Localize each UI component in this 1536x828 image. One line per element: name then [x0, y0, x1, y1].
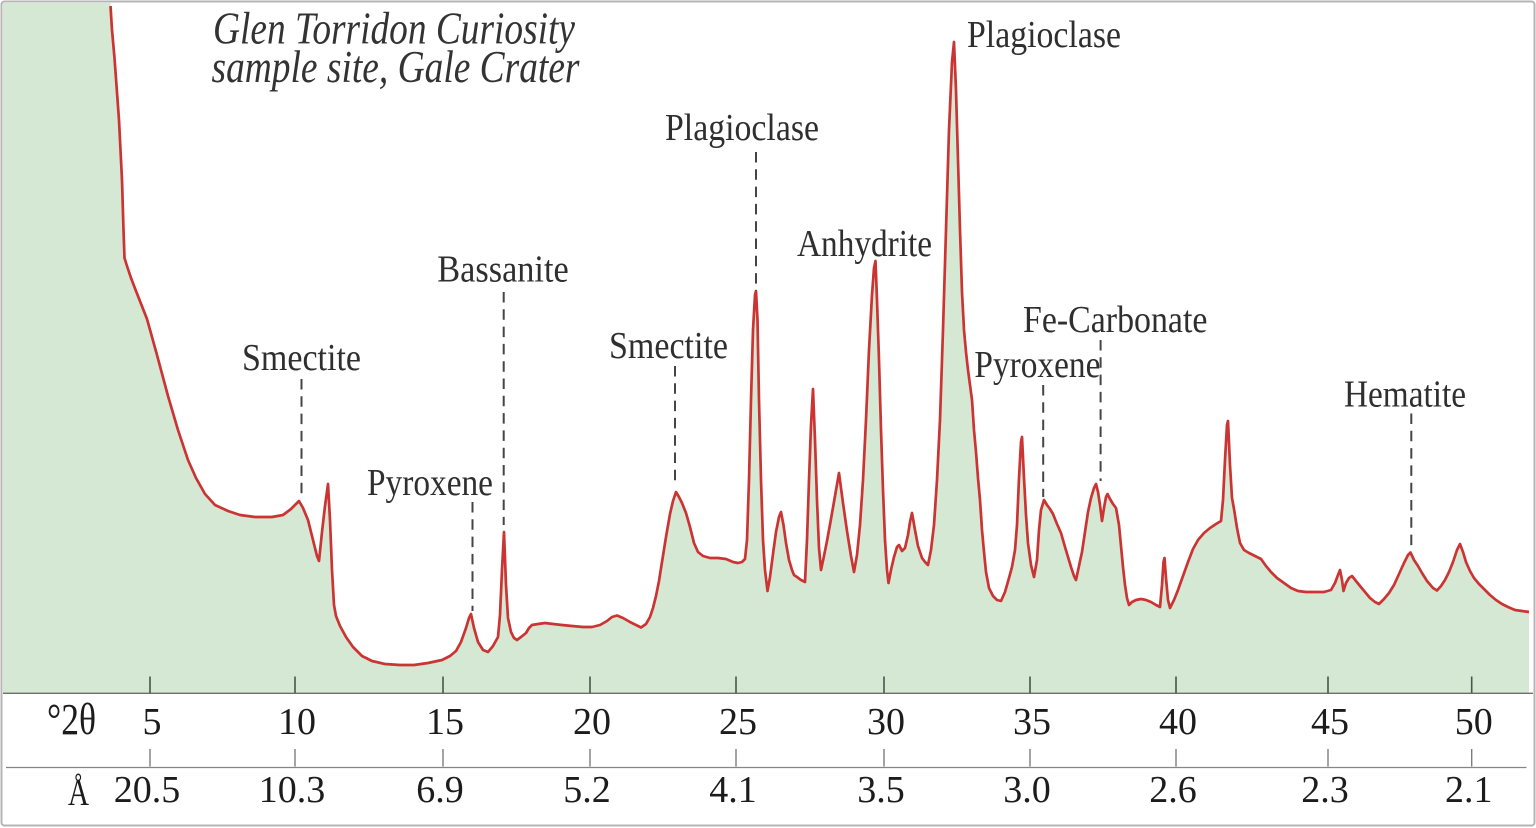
svg-text:Bassanite: Bassanite	[437, 249, 568, 291]
svg-text:Glen Torridon Curiosity: Glen Torridon Curiosity	[213, 4, 575, 54]
svg-text:20: 20	[573, 701, 611, 743]
svg-text:°2θ: °2θ	[47, 695, 96, 744]
svg-text:30: 30	[867, 701, 905, 743]
svg-text:Plagioclase: Plagioclase	[967, 14, 1121, 56]
svg-text:3.5: 3.5	[857, 769, 905, 811]
svg-text:Pyroxene: Pyroxene	[974, 344, 1100, 386]
svg-text:10: 10	[278, 701, 316, 743]
svg-text:15: 15	[426, 701, 464, 743]
svg-text:Smectite: Smectite	[242, 337, 361, 379]
svg-text:45: 45	[1311, 701, 1349, 743]
svg-text:50: 50	[1455, 701, 1493, 743]
svg-text:Anhydrite: Anhydrite	[797, 223, 932, 265]
svg-text:Smectite: Smectite	[609, 325, 728, 367]
svg-text:Å: Å	[68, 772, 89, 814]
svg-text:Plagioclase: Plagioclase	[665, 107, 819, 149]
svg-text:Hematite: Hematite	[1344, 374, 1466, 416]
svg-text:sample site, Gale Crater: sample site, Gale Crater	[212, 42, 580, 92]
svg-text:35: 35	[1013, 701, 1051, 743]
svg-text:25: 25	[719, 701, 757, 743]
svg-text:3.0: 3.0	[1003, 769, 1051, 811]
svg-text:20.5: 20.5	[114, 769, 181, 811]
svg-text:40: 40	[1159, 701, 1197, 743]
svg-text:6.9: 6.9	[416, 769, 464, 811]
svg-text:5.2: 5.2	[563, 769, 611, 811]
svg-text:5: 5	[143, 701, 162, 743]
svg-text:4.1: 4.1	[709, 769, 757, 811]
svg-text:10.3: 10.3	[259, 769, 326, 811]
svg-text:Pyroxene: Pyroxene	[367, 462, 493, 504]
svg-text:2.1: 2.1	[1445, 769, 1493, 811]
svg-text:2.6: 2.6	[1149, 769, 1197, 811]
svg-text:2.3: 2.3	[1301, 769, 1349, 811]
svg-text:Fe-Carbonate: Fe-Carbonate	[1023, 299, 1207, 341]
